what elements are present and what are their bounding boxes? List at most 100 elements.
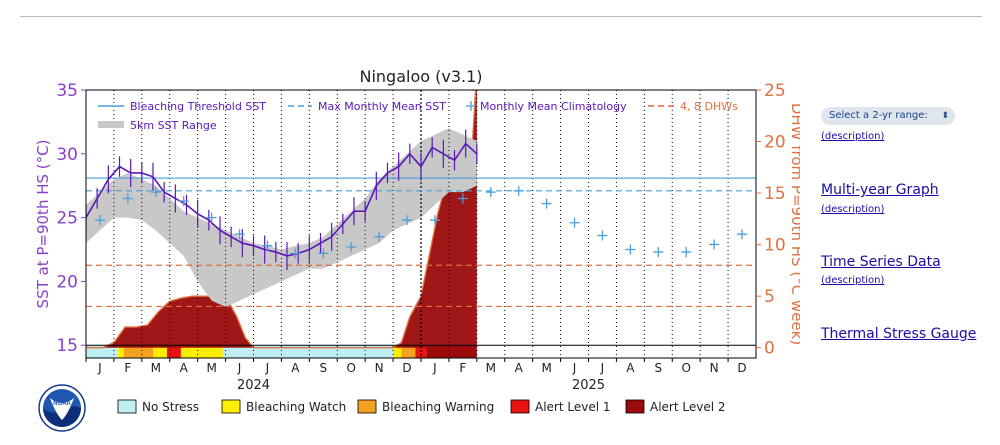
month-label-6: J: [265, 361, 270, 375]
climatology-point-14: [485, 187, 496, 198]
legend-label-dhw: 4, 8 DHWs: [680, 100, 738, 113]
month-label-3: A: [180, 361, 189, 375]
month-label-8: S: [319, 361, 327, 375]
climatology-point-0: [94, 215, 105, 226]
climatology-point-7: [290, 248, 301, 259]
description-link-1-wrap: (description): [821, 204, 884, 215]
climatology-point-21: [681, 247, 692, 258]
month-label-13: F: [459, 361, 466, 375]
alert-bar-segment-5: [180, 345, 223, 358]
page-top-divider: [20, 16, 982, 17]
climatology-point-8: [318, 248, 329, 259]
multi-year-graph-link[interactable]: Multi-year Graph: [821, 182, 939, 198]
climatology-point-4: [206, 212, 217, 223]
month-label-15: A: [515, 361, 524, 375]
sst-line: [86, 142, 478, 257]
alert-bar-segment-7: [393, 345, 402, 358]
y-tick-label-35: 35: [56, 81, 78, 101]
climatology-point-3: [178, 196, 189, 207]
climatology-point-10: [374, 231, 385, 242]
climatology-point-18: [597, 230, 608, 241]
climatology-point-5: [234, 229, 245, 240]
month-label-5: J: [237, 361, 242, 375]
month-label-17: J: [572, 361, 577, 375]
climatology-point-6: [262, 240, 273, 251]
year-label-0: 2024: [237, 378, 270, 393]
plot-clipped: [86, 90, 756, 358]
climatology-point-16: [541, 198, 552, 209]
sst-range-band: [86, 128, 477, 307]
description-link-0[interactable]: (description): [821, 131, 885, 142]
description-link-1[interactable]: (description): [821, 204, 885, 215]
month-label-1: F: [124, 361, 131, 375]
y2-tick-label-15: 15: [764, 184, 786, 204]
stress-legend-label-0: No Stress: [142, 400, 199, 414]
multi-year-graph-wrap: Multi-year Graph: [821, 182, 939, 198]
climatology-point-23: [737, 229, 748, 240]
range-select-label: Select a 2-yr range:: [829, 110, 928, 121]
stress-legend-swatch-3: [510, 399, 530, 414]
stress-legend-swatch-4: [625, 399, 645, 414]
alert-bar-segment-8: [401, 345, 416, 358]
legend-label-range: 5km SST Range: [130, 119, 217, 132]
stress-legend-label-1: Bleaching Watch: [246, 400, 346, 414]
y2-tick-label-0: 0: [764, 339, 775, 359]
legend-label-mmm: Max Monthly Mean SST: [318, 100, 446, 113]
month-label-14: M: [486, 361, 496, 375]
noaa-logo-text: NOAA: [53, 401, 71, 407]
climatology-point-22: [709, 239, 720, 250]
y2-tick-label-5: 5: [764, 287, 775, 307]
thermal-stress-gauge-link[interactable]: Thermal Stress Gauge: [821, 326, 977, 342]
chevron-updown-icon: ⬍: [941, 111, 949, 121]
month-label-18: J: [600, 361, 605, 375]
alert-bar-segment-1: [118, 345, 124, 358]
legend-label-threshold: Bleaching Threshold SST: [130, 100, 266, 113]
month-label-19: A: [626, 361, 635, 375]
alert-bar-segment-3: [153, 345, 167, 358]
month-label-0: J: [97, 361, 102, 375]
chart-title: Ningaloo (v3.1): [359, 67, 482, 86]
dhw-area: [86, 90, 477, 348]
description-link-2[interactable]: (description): [821, 275, 885, 286]
y-tick-label-25: 25: [56, 209, 78, 229]
alert-bar-segment-6: [222, 345, 394, 358]
stress-legend-swatch-0: [117, 399, 137, 414]
y2-axis-label: DHW from P=90th HS (°C week): [788, 103, 800, 345]
climatology-point-19: [625, 244, 636, 255]
stress-legend-swatch-2: [357, 399, 377, 414]
climatology-point-11: [402, 215, 413, 226]
month-label-11: D: [402, 361, 411, 375]
month-label-20: S: [654, 361, 662, 375]
description-link-0-wrap: (description): [821, 131, 884, 142]
alert-bar-segment-4: [166, 345, 181, 358]
legend-swatch-range: [98, 121, 124, 128]
legend-swatch-climatology: [466, 101, 476, 111]
year-label-1: 2025: [572, 378, 605, 393]
stress-legend-label-4: Alert Level 2: [650, 400, 726, 414]
y-tick-label-15: 15: [56, 336, 78, 356]
y2-tick-label-10: 10: [764, 236, 786, 256]
month-label-9: O: [346, 361, 355, 375]
month-label-16: M: [541, 361, 551, 375]
alert-bar-segment-10: [426, 345, 477, 358]
noaa-logo-icon: NOAA: [38, 384, 86, 432]
climatology-point-2: [150, 187, 161, 198]
month-label-7: A: [291, 361, 300, 375]
climatology-point-15: [513, 185, 524, 196]
y2-tick-label-25: 25: [764, 81, 786, 101]
stress-legend-swatch-1: [221, 399, 241, 414]
month-label-23: D: [737, 361, 746, 375]
month-label-10: N: [375, 361, 384, 375]
time-series-data-link[interactable]: Time Series Data: [821, 254, 941, 270]
climatology-point-13: [457, 193, 468, 204]
time-series-data-wrap: Time Series Data: [821, 254, 941, 270]
climatology-point-1: [122, 193, 133, 204]
climatology-point-17: [569, 217, 580, 228]
range-select[interactable]: Select a 2-yr range: ⬍: [821, 107, 955, 125]
climatology-point-20: [653, 247, 664, 258]
description-link-2-wrap: (description): [821, 275, 884, 286]
y-axis-label: SST at P=90th HS (°C): [34, 140, 52, 309]
alert-bar-segment-0: [86, 345, 119, 358]
